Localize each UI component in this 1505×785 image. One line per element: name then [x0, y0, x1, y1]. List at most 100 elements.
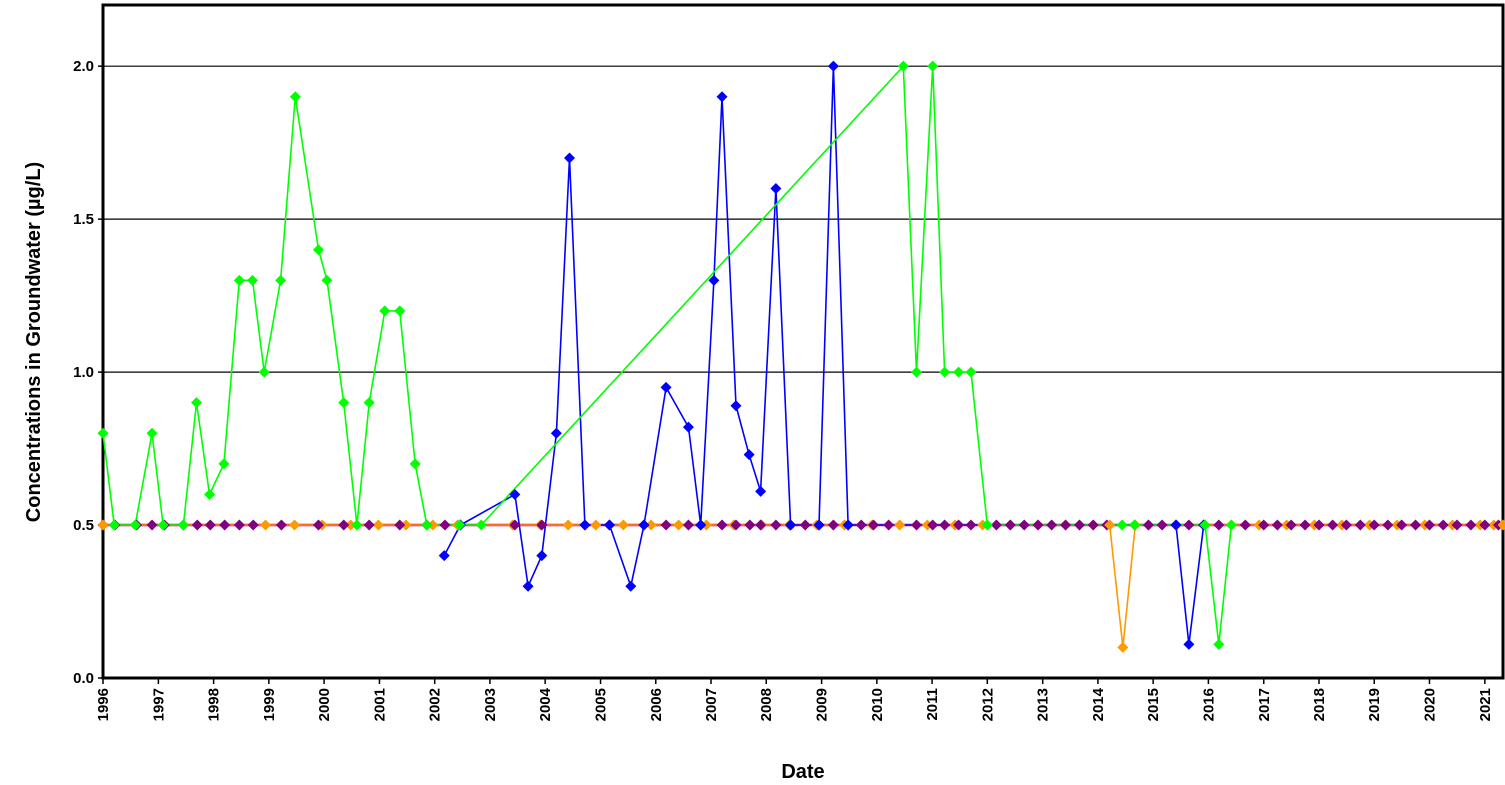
gridlines	[103, 65, 1503, 526]
constant-marker-1	[660, 519, 672, 531]
series-marker-0	[379, 305, 391, 317]
constant-marker-1	[1073, 519, 1085, 531]
constant-marker-1	[1183, 519, 1195, 531]
constant-marker-1	[1368, 519, 1380, 531]
series-marker-1	[813, 519, 825, 531]
x-tick-label: 2007	[703, 688, 720, 721]
x-tick-label: 2005	[593, 688, 610, 721]
series-marker-1	[682, 421, 694, 433]
series-marker-0	[351, 519, 363, 531]
x-tick-label: 2015	[1145, 688, 1162, 721]
constant-marker-1	[716, 519, 728, 531]
series-marker-1	[579, 519, 591, 531]
x-tick-label: 2012	[979, 688, 996, 721]
x-tick-label: 2004	[537, 687, 554, 721]
series-marker-0	[953, 366, 965, 378]
series-marker-0	[897, 60, 909, 72]
data-markers	[97, 60, 1505, 653]
series-marker-1	[708, 274, 720, 286]
series-line-0	[102, 64, 1233, 645]
series-marker-1	[730, 400, 742, 412]
series-marker-2	[97, 519, 109, 531]
y-tick-label: 0.5	[73, 517, 94, 534]
series-marker-0	[97, 427, 109, 439]
series-marker-0	[939, 366, 951, 378]
x-tick-label: 2014	[1090, 687, 1107, 721]
series-marker-1	[716, 91, 728, 103]
series-marker-0	[927, 60, 939, 72]
constant-marker-1	[910, 519, 922, 531]
constant-marker-1	[855, 519, 867, 531]
constant-marker-1	[1327, 519, 1339, 531]
series-marker-0	[275, 274, 287, 286]
series-marker-0	[321, 274, 333, 286]
constant-marker-1	[204, 519, 216, 531]
constant-marker-1	[536, 519, 548, 531]
x-tick-label: 2006	[648, 688, 665, 721]
series-marker-1	[550, 427, 562, 439]
constant-marker-1	[1060, 519, 1072, 531]
series-marker-1	[695, 519, 707, 531]
constant-marker-1	[953, 519, 965, 531]
constant-marker-1	[927, 519, 939, 531]
constant-marker-1	[439, 519, 451, 531]
constant-marker-1	[883, 519, 895, 531]
series-marker-0	[258, 366, 270, 378]
x-tick-label: 2011	[924, 688, 941, 721]
series-marker-0	[421, 519, 433, 531]
series-marker-0	[247, 274, 259, 286]
constant-marker-1	[730, 519, 742, 531]
constant-marker-0	[700, 519, 712, 531]
series-marker-0	[1225, 519, 1237, 531]
plot-area	[101, 3, 1505, 680]
constant-marker-1	[682, 519, 694, 531]
x-tick-label: 2003	[482, 688, 499, 721]
series-marker-0	[289, 91, 301, 103]
constant-marker-1	[1313, 519, 1325, 531]
constant-marker-1	[1142, 519, 1154, 531]
constant-marker-0	[894, 519, 906, 531]
constant-marker-1	[1046, 519, 1058, 531]
constant-marker-1	[799, 519, 811, 531]
x-tick-label: 2021	[1477, 688, 1494, 721]
y-tick-label: 1.0	[73, 364, 94, 381]
constant-marker-1	[1271, 519, 1283, 531]
constant-marker-0	[289, 519, 301, 531]
constant-marker-0	[617, 519, 629, 531]
constant-marker-1	[755, 519, 767, 531]
constant-marker-1	[394, 519, 406, 531]
constant-marker-1	[1018, 519, 1030, 531]
constant-marker-1	[247, 519, 259, 531]
constant-marker-1	[1465, 519, 1477, 531]
constant-marker-1	[338, 519, 350, 531]
series-marker-2	[1117, 641, 1129, 653]
constant-marker-0	[372, 519, 384, 531]
constant-marker-1	[1396, 519, 1408, 531]
series-marker-0	[394, 305, 406, 317]
series-marker-0	[409, 458, 421, 470]
constant-marker-1	[744, 519, 756, 531]
constant-marker-1	[1410, 519, 1422, 531]
constant-marker-1	[1004, 519, 1016, 531]
x-tick-label: 1997	[150, 688, 167, 721]
series-marker-0	[177, 519, 189, 531]
series-marker-0	[204, 488, 216, 500]
x-tick-label: 2019	[1366, 688, 1383, 721]
constant-marker-0	[260, 519, 272, 531]
constant-marker-1	[1437, 519, 1449, 531]
series-marker-0	[965, 366, 977, 378]
constant-marker-0	[400, 519, 412, 531]
x-tick-label: 2018	[1311, 688, 1328, 721]
y-tick-label: 1.5	[73, 211, 94, 228]
series-marker-1	[1170, 519, 1182, 531]
series-marker-0	[1116, 519, 1128, 531]
series-marker-0	[218, 458, 230, 470]
constant-marker-0	[673, 519, 685, 531]
x-tick-label: 2016	[1200, 688, 1217, 721]
constant-marker-1	[1354, 519, 1366, 531]
series-marker-1	[1183, 638, 1195, 650]
x-axis-title: Date	[781, 761, 824, 783]
constant-marker-1	[363, 519, 375, 531]
constant-marker-0	[427, 519, 439, 531]
